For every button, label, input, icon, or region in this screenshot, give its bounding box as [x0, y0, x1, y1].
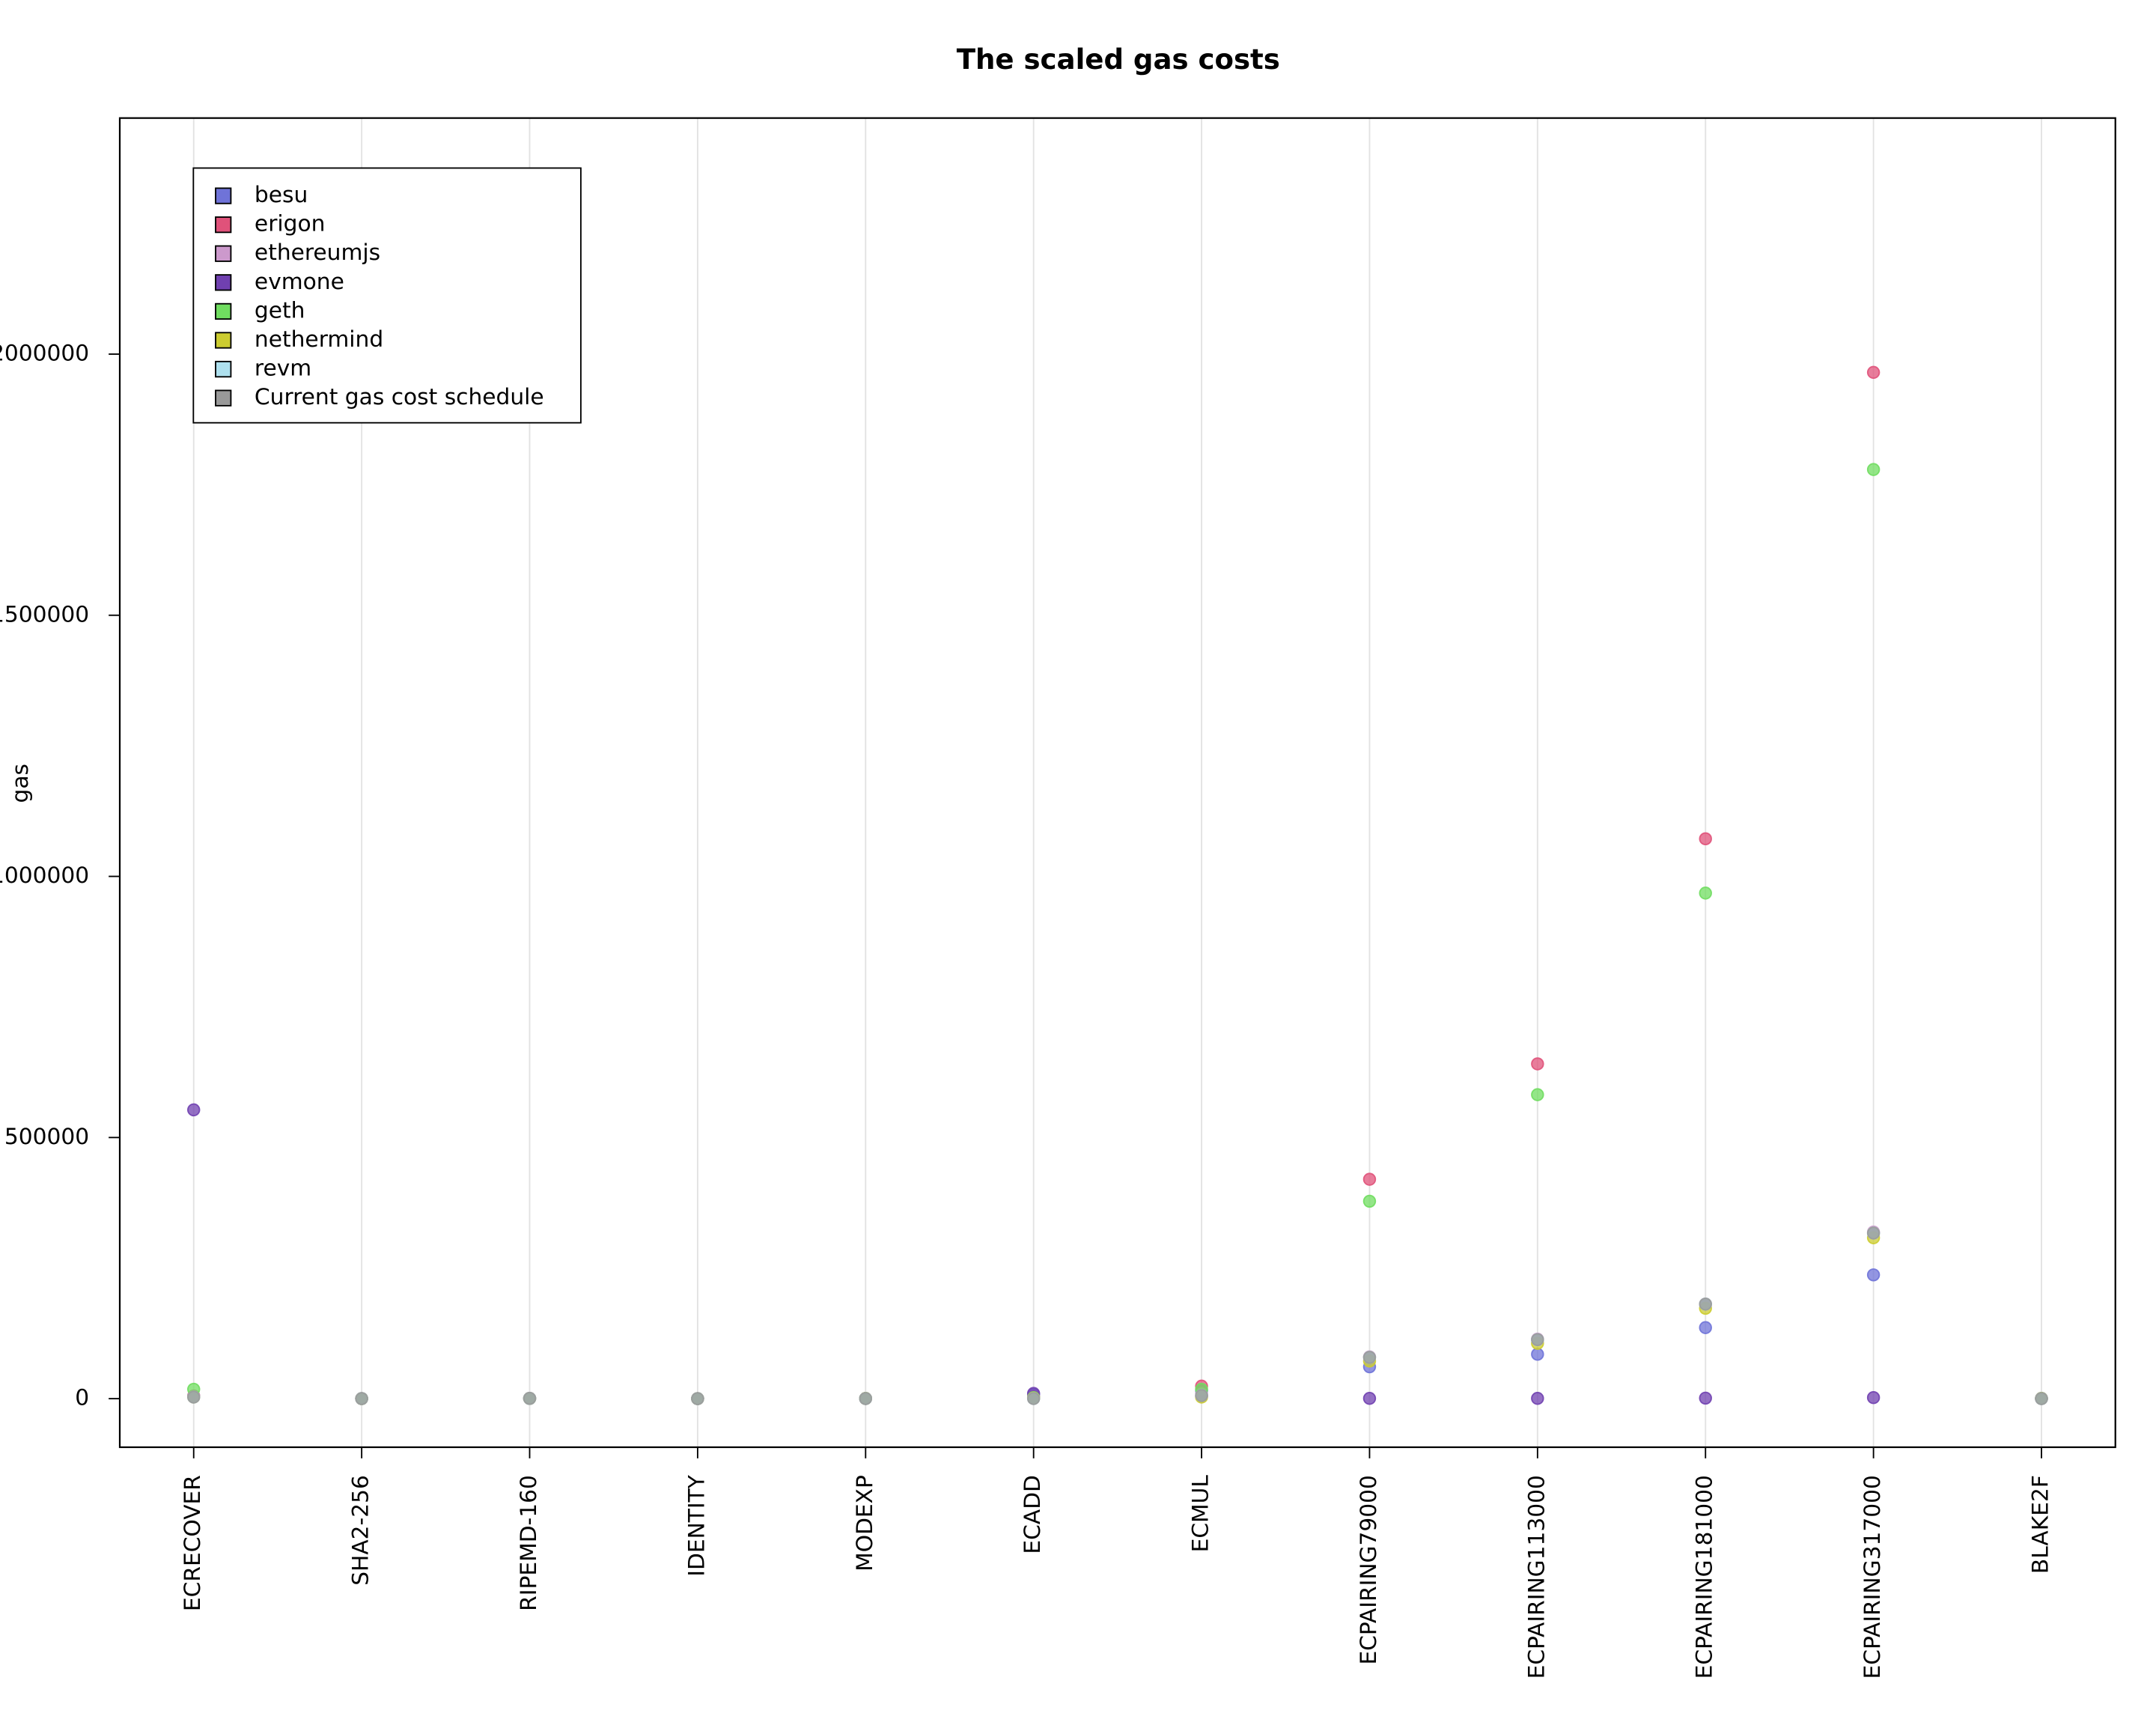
point	[1531, 1088, 1544, 1101]
y-tick-label: 1500000	[0, 600, 89, 627]
legend-box	[192, 167, 582, 424]
point	[1866, 365, 1881, 380]
legend-label: revm	[255, 355, 311, 381]
point	[1699, 1391, 1712, 1405]
point	[1699, 832, 1712, 846]
point	[187, 1103, 201, 1117]
chart-title: The scaled gas costs	[957, 43, 1280, 76]
point	[2035, 1392, 2048, 1405]
x-tick-label: SHA2-256	[347, 1475, 374, 1586]
y-axis-label: gas	[7, 764, 33, 803]
x-tick-label: ECPAIRING113000	[1523, 1475, 1549, 1679]
y-tick-label: 1000000	[0, 862, 89, 888]
legend-label: nethermind	[255, 326, 383, 352]
plot-frame	[118, 117, 2116, 1449]
x-tick-label: ECPAIRING317000	[1859, 1475, 1885, 1679]
x-tick-label: ECPAIRING79000	[1355, 1475, 1381, 1664]
x-tick-label: IDENTITY	[683, 1474, 709, 1577]
x-tick-label: ECRECOVER	[179, 1475, 205, 1611]
point	[1699, 886, 1712, 900]
legend-swatch	[215, 245, 232, 262]
x-tick-label: ECADD	[1019, 1475, 1045, 1554]
point	[1699, 1297, 1712, 1311]
point	[1531, 1392, 1544, 1405]
legend-label: erigon	[255, 210, 326, 237]
x-tick-label: ECPAIRING181000	[1691, 1475, 1717, 1679]
point	[1531, 1348, 1544, 1361]
point	[355, 1392, 368, 1405]
legend-label: besu	[255, 181, 308, 207]
legend-swatch	[215, 302, 232, 320]
point	[523, 1391, 537, 1405]
point	[1866, 1226, 1881, 1240]
legend-label: evmone	[255, 268, 344, 294]
legend-label: geth	[255, 296, 305, 323]
legend-swatch	[215, 187, 232, 204]
x-tick-label: BLAKE2F	[2027, 1475, 2053, 1574]
x-tick-label: RIPEMD-160	[515, 1475, 541, 1611]
point	[1362, 1351, 1377, 1364]
point	[1866, 1390, 1881, 1405]
point	[1531, 1057, 1544, 1071]
point	[1026, 1392, 1041, 1405]
y-tick-label: 0	[75, 1384, 89, 1411]
point	[1362, 1392, 1377, 1405]
point	[1699, 1321, 1712, 1334]
legend-label: Current gas cost schedule	[255, 383, 544, 410]
legend-swatch	[215, 332, 232, 349]
y-tick-label: 500000	[4, 1123, 89, 1149]
legend-swatch	[215, 389, 232, 407]
point	[859, 1392, 873, 1405]
legend-swatch	[215, 360, 232, 378]
point	[1362, 1172, 1377, 1186]
y-tick-label: 2000000	[0, 339, 89, 365]
point	[1362, 1194, 1377, 1208]
legend-swatch	[215, 216, 232, 234]
point	[1195, 1389, 1208, 1402]
x-tick-label: MODEXP	[851, 1475, 877, 1572]
point	[1866, 1268, 1881, 1282]
point	[187, 1390, 201, 1404]
legend-label: ethereumjs	[255, 239, 380, 265]
point	[1866, 463, 1881, 476]
x-tick-label: ECMUL	[1187, 1475, 1213, 1553]
point	[1531, 1333, 1544, 1347]
legend-swatch	[215, 274, 232, 291]
point	[691, 1392, 704, 1405]
